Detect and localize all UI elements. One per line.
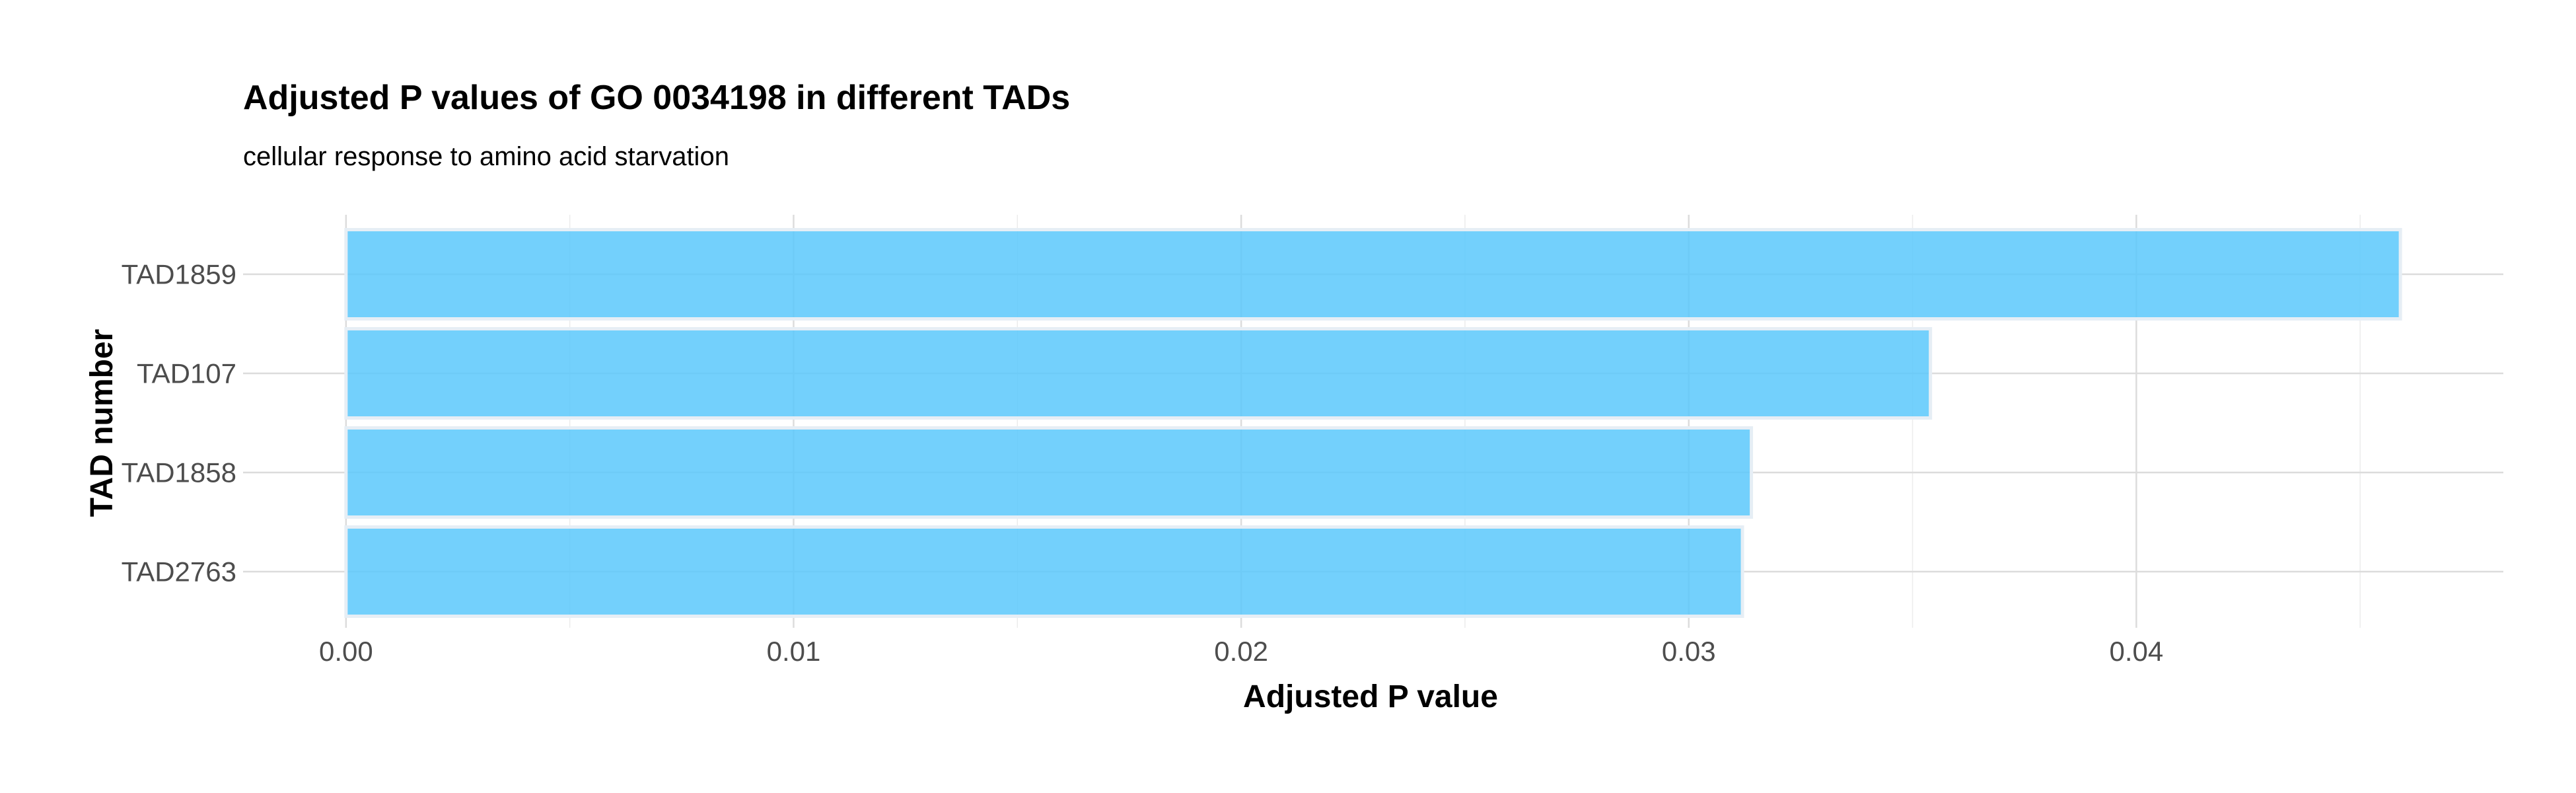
y-axis-title: TAD number (85, 329, 120, 517)
x-axis-tick-labels: 0.00 0.01 0.02 0.03 0.04 (319, 636, 2163, 667)
bar-tad107 (344, 327, 1933, 420)
y-tick-label: TAD107 (137, 358, 236, 389)
x-axis-title: Adjusted P value (1243, 679, 1498, 714)
plot-area: TAD1859 TAD107 TAD1858 TAD2763 0.00 0.01 0.02… (122, 215, 2503, 667)
bar-tad1858 (344, 426, 1754, 519)
x-tick-label: 0.01 (767, 636, 821, 667)
x-tick-label: 0.00 (319, 636, 373, 667)
chart-subtitle: cellular response to amino acid starvati… (243, 142, 729, 171)
y-tick-label: TAD1858 (122, 457, 236, 488)
x-tick-label: 0.02 (1214, 636, 1268, 667)
y-tick-label: TAD1859 (122, 259, 236, 290)
bars (344, 228, 2402, 618)
x-tick-label: 0.03 (1662, 636, 1716, 667)
bar-tad1859 (344, 228, 2402, 321)
x-tick-label: 0.04 (2109, 636, 2163, 667)
chart-title: Adjusted P values of GO 0034198 in diffe… (243, 79, 1070, 117)
y-axis-tick-labels: TAD1859 TAD107 TAD1858 TAD2763 (122, 259, 236, 587)
y-tick-label: TAD2763 (122, 556, 236, 587)
bar-tad2763 (344, 525, 1744, 618)
